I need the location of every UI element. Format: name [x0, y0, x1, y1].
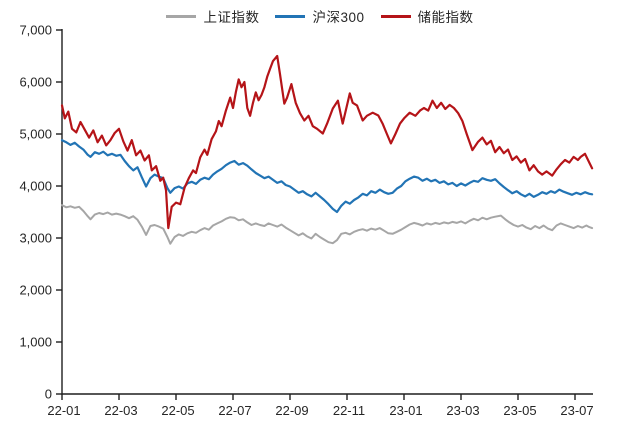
y-tick-label: 0 — [45, 387, 52, 402]
legend-item-0: 上证指数 — [166, 6, 259, 26]
chart-legend: 上证指数 沪深300 储能指数 — [0, 6, 640, 26]
axis-lines — [61, 29, 593, 395]
y-tick-label: 1,000 — [19, 335, 52, 350]
legend-label: 沪深300 — [312, 10, 365, 25]
y-tick-label: 3,000 — [19, 231, 52, 246]
y-tick-label: 4,000 — [19, 179, 52, 194]
y-tick-label: 7,000 — [19, 23, 52, 38]
y-tick-label: 2,000 — [19, 283, 52, 298]
x-tick-label: 22-07 — [218, 403, 251, 418]
x-tick-label: 22-01 — [47, 403, 80, 418]
x-tick-label: 23-07 — [560, 403, 593, 418]
legend-line-swatch — [380, 14, 411, 18]
y-tick-label: 5,000 — [19, 127, 52, 142]
legend-label: 上证指数 — [203, 10, 260, 25]
x-tick-label: 23-03 — [446, 403, 479, 418]
x-tick-label: 23-01 — [389, 403, 422, 418]
legend-line-swatch — [166, 14, 197, 18]
x-tick-label: 23-05 — [503, 403, 536, 418]
y-tick-label: 6,000 — [19, 75, 52, 90]
legend-item-1: 沪深300 — [275, 6, 364, 26]
x-tick-label: 22-11 — [333, 403, 365, 418]
series-line-0 — [61, 204, 594, 245]
legend-line-swatch — [275, 14, 306, 18]
series-line-1 — [60, 139, 594, 214]
x-tick-label: 22-09 — [275, 403, 308, 418]
legend-label: 储能指数 — [417, 10, 474, 25]
series-line-2 — [60, 54, 594, 230]
x-tick-label: 22-05 — [161, 403, 194, 418]
legend-item-2: 储能指数 — [380, 6, 474, 26]
x-tick-label: 22-03 — [104, 403, 137, 418]
